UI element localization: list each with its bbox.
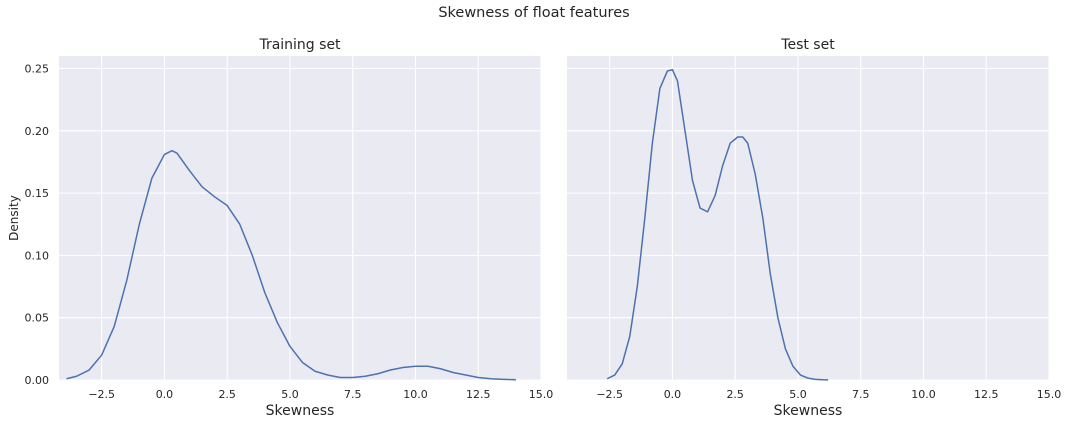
x-tick-label: 2.5 <box>218 388 236 401</box>
plot-area <box>59 56 541 380</box>
x-tick-label: 15.0 <box>1037 388 1062 401</box>
kde-line <box>606 68 829 381</box>
x-tick-label: 5.0 <box>789 388 807 401</box>
x-tick-label: −2.5 <box>596 388 623 401</box>
x-tick-label: 12.5 <box>466 388 491 401</box>
plot-area <box>567 56 1049 380</box>
x-tick-label: 0.0 <box>664 388 682 401</box>
x-tick-label: 7.5 <box>344 388 362 401</box>
x-tick-label: −2.5 <box>88 388 115 401</box>
y-tick-label: 0.10 <box>25 249 50 262</box>
x-tick-label: 15.0 <box>529 388 554 401</box>
y-tick-label: 0.05 <box>25 312 50 325</box>
x-tick-label: 2.5 <box>726 388 744 401</box>
x-axis-label: Skewness <box>774 403 843 419</box>
y-tick-label: 0.15 <box>25 187 50 200</box>
panel-title: Test set <box>780 37 835 53</box>
y-tick-label: 0.25 <box>25 62 50 75</box>
x-tick-label: 10.0 <box>403 388 428 401</box>
y-tick-label: 0.00 <box>25 374 50 387</box>
x-tick-label: 7.5 <box>852 388 870 401</box>
x-tick-label: 0.0 <box>156 388 174 401</box>
figure-suptitle: Skewness of float features <box>438 5 630 21</box>
y-tick-label: 0.20 <box>25 125 50 138</box>
panel-1: −2.5 0.0 2.5 5.0 7.5 10.0 12.5 15.0 0.00 0.05 0.10… <box>7 37 553 419</box>
x-axis-label: Skewness <box>266 403 335 419</box>
x-tick-label: 12.5 <box>974 388 999 401</box>
y-axis-label: Density <box>7 195 21 241</box>
x-tick-label: 5.0 <box>281 388 299 401</box>
panel-2: −2.5 0.0 2.5 5.0 7.5 10.0 12.5 15.0 Test set Skew… <box>567 37 1061 419</box>
panel-title: Training set <box>258 37 341 53</box>
x-tick-label: 10.0 <box>911 388 936 401</box>
kde-line <box>66 149 516 381</box>
